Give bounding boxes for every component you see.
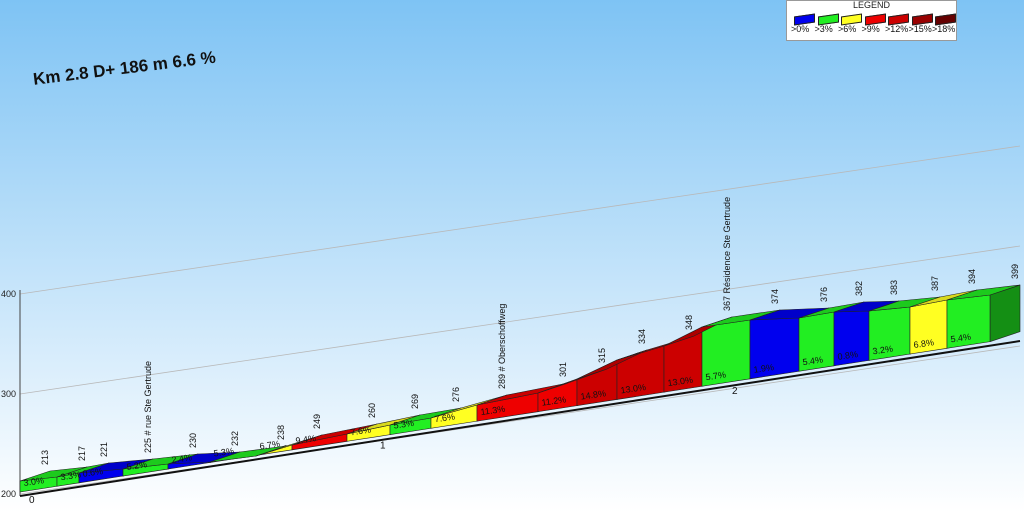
grade-label: 9.4% — [295, 433, 317, 446]
place-label: 367 Résidence Ste Gertrude — [722, 197, 732, 311]
legend-title: LEGEND — [852, 0, 890, 10]
grade-label: 13.0% — [667, 375, 694, 388]
legend-label: >3% — [814, 24, 833, 34]
place-label: 225 # rue Ste Gertrude — [143, 361, 153, 453]
grade-label: 5.7% — [705, 370, 727, 383]
legend-label: >12% — [885, 24, 909, 34]
grade-label: 5.2% — [126, 459, 148, 472]
grade-label: 13.0% — [620, 382, 647, 395]
legend-label: >18% — [932, 24, 956, 34]
altitude-label: 348 — [684, 315, 694, 330]
grade-label: 5.4% — [950, 332, 972, 345]
grade-label: 11.3% — [480, 404, 506, 417]
altitude-label: 399 — [1010, 264, 1020, 279]
altitude-label: 249 — [312, 414, 322, 429]
altitude-label: 382 — [854, 281, 864, 296]
grade-label: 2.4% — [171, 452, 193, 465]
grade-label: 0.6% — [82, 466, 104, 479]
altitude-label: 232 — [230, 431, 240, 446]
altitude-label: 260 — [367, 403, 377, 418]
legend-item: >3% — [815, 11, 841, 37]
legend-item: >18% — [932, 11, 958, 37]
legend-label: >6% — [838, 24, 857, 34]
gridline — [19, 145, 1021, 295]
grade-label: 5.3% — [213, 446, 235, 459]
legend-item: >12% — [885, 11, 911, 37]
altitude-label: 374 — [770, 289, 780, 304]
x-tick-label: 1 — [380, 441, 386, 452]
gridline — [19, 245, 1021, 395]
grade-label: 1.9% — [753, 362, 775, 375]
altitude-label: 269 — [410, 394, 420, 409]
altitude-label: 221 — [99, 442, 109, 457]
grade-label: 3.3% — [60, 469, 82, 482]
altitude-label: 217 — [77, 446, 87, 461]
altitude-label: 276 — [451, 387, 461, 402]
legend-item: >9% — [862, 11, 888, 37]
place-label: 289 # Oberschoffweg — [497, 304, 507, 389]
grade-label: 6.7% — [259, 439, 281, 452]
y-tick-label: 400 — [1, 289, 16, 299]
grade-label: 6.8% — [913, 337, 935, 350]
legend: LEGEND >0% >3% >6% >9% >12% >15% >18% — [786, 0, 957, 41]
segment-top — [946, 284, 1021, 301]
grade-label: 14.8% — [580, 388, 607, 401]
x-tick-label: 2 — [732, 386, 738, 397]
altitude-label: 315 — [597, 348, 607, 363]
grade-label: 0.8% — [837, 349, 859, 362]
grade-label: 3.2% — [872, 344, 894, 357]
altitude-label: 238 — [276, 425, 286, 440]
grade-label: 5.4% — [802, 354, 824, 367]
grade-label: 7.6% — [350, 425, 372, 438]
altitude-label: 301 — [558, 362, 568, 377]
altitude-label: 383 — [889, 280, 899, 295]
x-axis — [19, 340, 1021, 497]
legend-item: >0% — [791, 11, 817, 37]
grade-label: 7.6% — [434, 412, 456, 425]
altitude-label: 376 — [819, 287, 829, 302]
x-tick-label: 0 — [29, 495, 35, 506]
altitude-label: 213 — [40, 450, 50, 465]
grade-label: 3.0% — [23, 475, 45, 488]
legend-label: >0% — [791, 24, 810, 34]
grade-label: 11.2% — [541, 394, 567, 407]
legend-label: >15% — [908, 24, 932, 34]
altitude-label: 230 — [188, 433, 198, 448]
legend-item: >15% — [909, 11, 935, 37]
y-tick-label: 200 — [1, 489, 16, 499]
altitude-label: 387 — [930, 276, 940, 291]
y-tick-label: 300 — [1, 389, 16, 399]
grade-label: 5.3% — [393, 418, 415, 431]
legend-item: >6% — [838, 11, 864, 37]
altitude-label: 394 — [967, 269, 977, 284]
altitude-label: 334 — [637, 329, 647, 344]
legend-label: >9% — [861, 24, 880, 34]
